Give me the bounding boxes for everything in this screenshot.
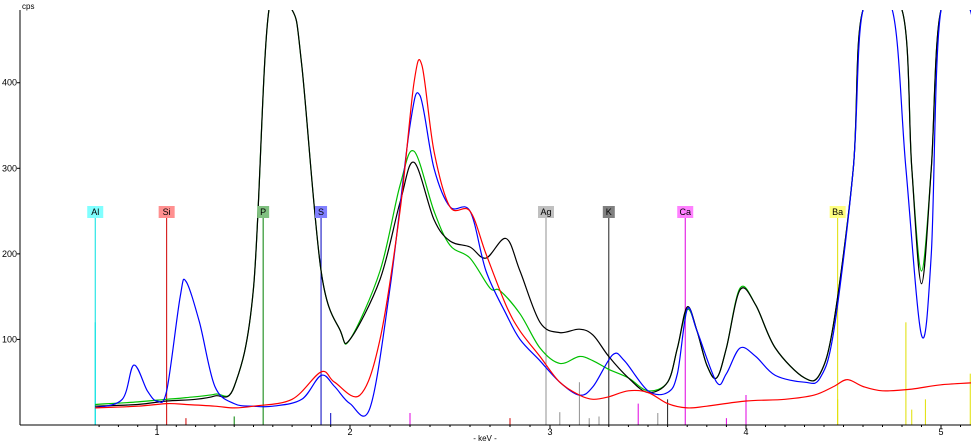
- element-tag-ca: Ca: [677, 206, 694, 218]
- x-tick-label: 5: [938, 427, 943, 437]
- element-tag-box: [257, 206, 270, 218]
- element-tag-box: [158, 206, 175, 218]
- y-tick-label: 100: [2, 334, 17, 344]
- series-line-1: [95, 10, 971, 407]
- element-tag-label: K: [606, 207, 612, 217]
- element-tag-p: P: [257, 206, 270, 218]
- x-tick-label: 1: [154, 427, 159, 437]
- element-tag-label: Si: [163, 207, 171, 217]
- x-tick-label: 4: [743, 427, 748, 437]
- spectrum-series: [95, 10, 971, 417]
- element-tag-k: K: [602, 206, 615, 218]
- element-tag-label: S: [318, 207, 324, 217]
- axes: cps - keV -: [19, 2, 971, 443]
- y-tick-label: 400: [2, 78, 17, 88]
- element-tag-box: [538, 206, 554, 218]
- element-tag-s: S: [315, 206, 328, 218]
- element-tag-label: P: [260, 207, 266, 217]
- element-tag-label: Ca: [679, 207, 691, 217]
- element-tag-box: [677, 206, 694, 218]
- element-tag-box: [87, 206, 104, 218]
- y-axis-unit: cps: [22, 2, 34, 11]
- element-labels: Al Si P S Ag K Ca Ba: [87, 206, 846, 218]
- y-tick-label: 300: [2, 163, 17, 173]
- x-ticks: 123456: [98, 425, 961, 437]
- element-tag-si: Si: [158, 206, 175, 218]
- x-axis-unit: - keV -: [473, 434, 497, 443]
- element-tag-al: Al: [87, 206, 104, 218]
- element-tag-box: [829, 206, 846, 218]
- element-tag-box: [602, 206, 615, 218]
- y-tick-label: 200: [2, 249, 17, 259]
- element-tag-label: Ba: [832, 207, 843, 217]
- x-tick-label: 3: [547, 427, 552, 437]
- element-tag-label: Ag: [540, 207, 551, 217]
- series-line-3: [95, 59, 971, 409]
- element-tag-ba: Ba: [829, 206, 846, 218]
- series-line-2: [95, 10, 971, 417]
- y-ticks: 100 200 300 400: [2, 78, 20, 344]
- x-tick-label: 2: [347, 427, 352, 437]
- element-tag-label: Al: [91, 207, 99, 217]
- element-tag-ag: Ag: [538, 206, 554, 218]
- element-tag-box: [315, 206, 328, 218]
